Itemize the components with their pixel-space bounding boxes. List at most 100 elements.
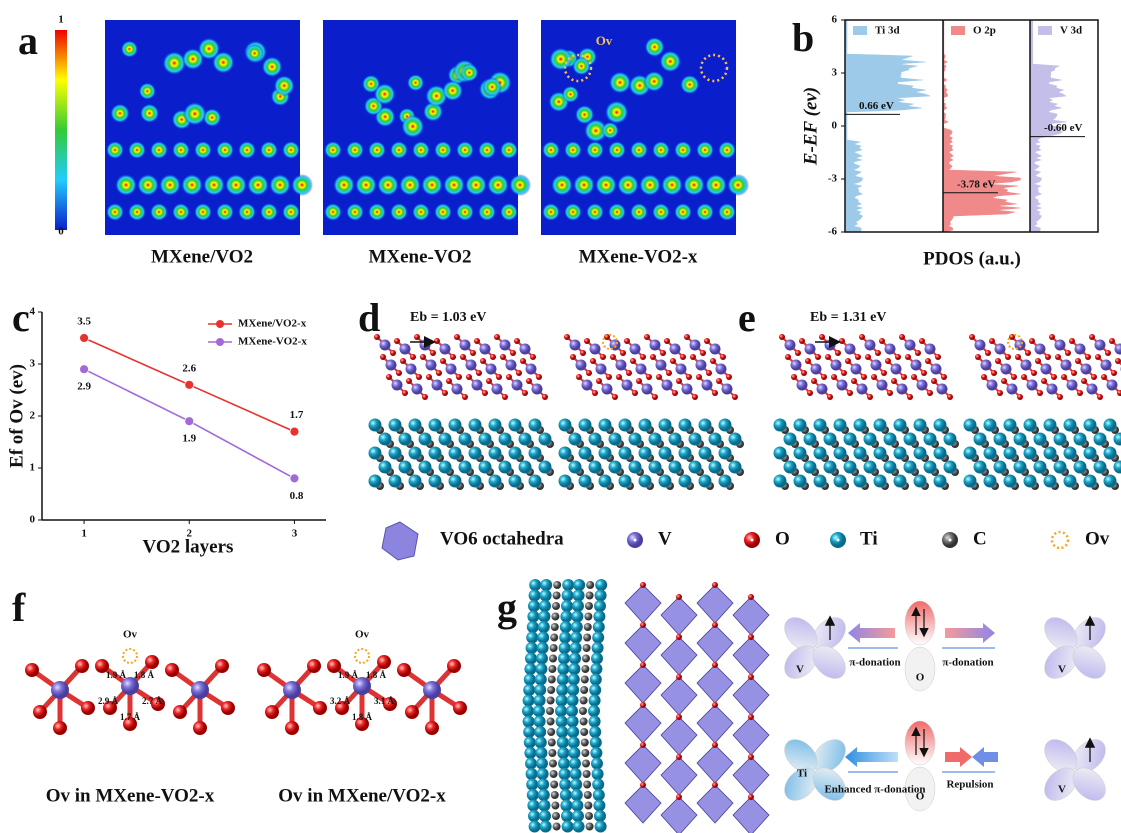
v-atom	[491, 383, 503, 395]
o-atom	[1091, 374, 1097, 380]
o-atom	[25, 663, 39, 677]
o-atom	[676, 754, 682, 760]
label: d	[358, 295, 380, 340]
ti-atom	[983, 418, 997, 432]
o-atom	[480, 358, 486, 364]
o-atom	[664, 338, 670, 344]
ti-atom	[572, 820, 585, 833]
density-blob	[674, 203, 692, 221]
ti-atom	[572, 810, 584, 822]
density-blob	[608, 203, 626, 221]
density-blob	[150, 203, 168, 221]
density-blob	[390, 141, 408, 159]
ti-atom	[591, 652, 603, 665]
density-blob	[572, 56, 591, 76]
label: E-EF (ev)	[800, 87, 821, 166]
ti-atom	[525, 652, 537, 665]
label: Ti	[860, 528, 878, 549]
ti-atom	[448, 446, 462, 460]
label: c	[12, 295, 30, 340]
ti-atom	[1063, 418, 1077, 432]
o-atom	[905, 354, 911, 360]
ti-atom	[537, 621, 550, 633]
ti-atom	[893, 474, 907, 488]
octahedra-cluster	[257, 648, 467, 735]
v-atom	[353, 677, 371, 695]
label: 1.7	[290, 409, 304, 421]
c-atom	[551, 612, 560, 621]
label: 1.7 Å	[120, 712, 141, 722]
density-blob	[434, 141, 452, 159]
density-blob	[260, 203, 278, 221]
o-atom	[1061, 374, 1067, 380]
o-atom	[596, 378, 602, 384]
label: 2.7 Å	[142, 696, 163, 706]
v-atom	[721, 383, 733, 395]
c-atom	[547, 728, 556, 736]
o-atom	[355, 717, 369, 731]
ti-atom	[526, 621, 539, 633]
o-atom	[716, 378, 722, 384]
o-atom	[995, 358, 1001, 364]
label: Ov	[1085, 528, 1110, 549]
ti-atom	[561, 589, 574, 602]
v-atom	[1066, 379, 1078, 391]
ti-atom	[458, 460, 472, 474]
o-atom	[416, 374, 422, 380]
o-atom	[847, 390, 853, 396]
ti-atom	[468, 474, 482, 488]
o-atom	[402, 390, 408, 396]
o-atom	[450, 354, 456, 360]
ti-atom	[1003, 474, 1017, 488]
o-atom	[712, 782, 718, 788]
ti-atom	[569, 642, 582, 654]
data-point	[184, 416, 195, 427]
octahedron	[660, 596, 698, 636]
v-atom	[641, 383, 653, 395]
o-atom	[145, 655, 159, 669]
ti-atom	[526, 778, 539, 791]
ti-atom	[813, 474, 827, 488]
label: PDOS (a.u.)	[923, 248, 1021, 269]
ti-atom	[561, 810, 573, 822]
c-atom	[585, 822, 594, 831]
o-atom	[821, 374, 827, 380]
ti-atom	[488, 418, 502, 432]
ti-atom	[592, 621, 605, 633]
label: MXene-VO2-x	[238, 336, 307, 348]
label: 2.9	[77, 381, 91, 393]
v-atom	[629, 343, 641, 355]
data-point	[79, 364, 89, 375]
o-atom	[941, 374, 947, 380]
density-blob	[106, 141, 124, 159]
v-atom	[589, 343, 601, 355]
o-atom	[931, 378, 937, 384]
vacancy-ring	[602, 334, 618, 350]
o-atom	[871, 374, 877, 380]
density-blob	[120, 40, 139, 58]
o-atom	[632, 390, 638, 396]
v-atom	[844, 343, 856, 355]
density-blob	[465, 174, 487, 196]
label: Ef of Ov (ev)	[6, 364, 27, 468]
label: O	[916, 791, 925, 803]
v-atom	[1034, 343, 1046, 355]
v-atom	[1086, 383, 1098, 395]
v-atom	[621, 379, 633, 391]
orbital-lobe	[904, 646, 936, 692]
atomic-structure	[368, 334, 554, 490]
o-atom	[335, 701, 349, 715]
o-atom	[855, 354, 861, 360]
ti-atom	[508, 418, 522, 432]
ti-atom	[559, 778, 572, 791]
density-blob	[500, 203, 518, 221]
o-atom	[486, 378, 492, 384]
v-atom	[836, 379, 848, 391]
ti-atom	[572, 589, 585, 602]
o-atom	[95, 659, 109, 673]
ti-atom	[658, 418, 672, 432]
pdos-fill	[942, 19, 1021, 233]
ti-atom	[508, 446, 522, 460]
c-atom	[584, 612, 593, 621]
ti-atom	[1003, 446, 1017, 460]
